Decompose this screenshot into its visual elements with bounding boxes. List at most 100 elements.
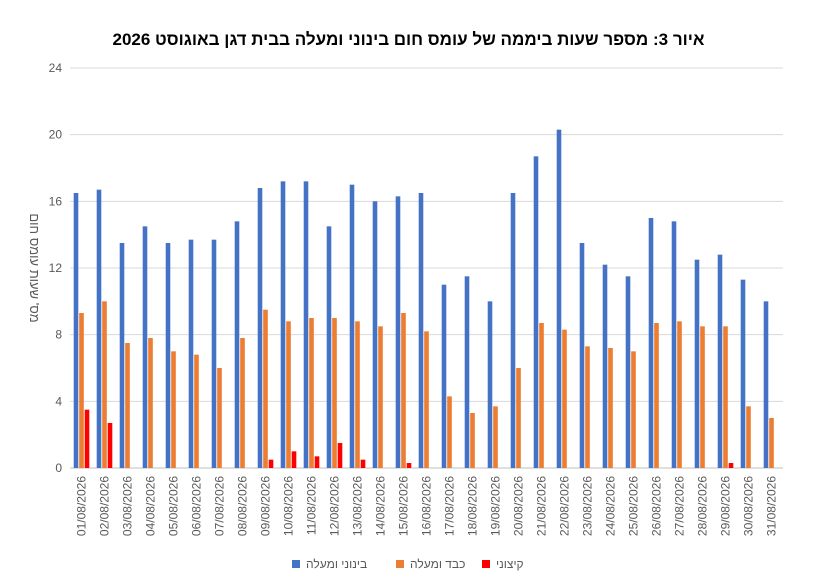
bar bbox=[286, 321, 291, 468]
bar bbox=[406, 463, 412, 468]
x-tick-label: 23/08/2026 bbox=[581, 476, 595, 536]
y-tick-label: 20 bbox=[49, 128, 63, 142]
bar bbox=[268, 459, 274, 468]
bar bbox=[263, 309, 268, 468]
bar bbox=[211, 239, 217, 468]
bar bbox=[694, 259, 700, 468]
x-tick-label: 18/08/2026 bbox=[466, 476, 480, 536]
x-tick-label: 09/08/2026 bbox=[259, 476, 273, 536]
bar bbox=[303, 181, 309, 469]
y-tick-label: 0 bbox=[55, 461, 62, 475]
bar bbox=[493, 406, 498, 468]
bar bbox=[516, 368, 521, 468]
bar bbox=[700, 326, 705, 468]
bar bbox=[360, 459, 366, 468]
x-tick-label: 29/08/2026 bbox=[719, 476, 733, 536]
bar bbox=[602, 264, 608, 468]
x-tick-label: 13/08/2026 bbox=[351, 476, 365, 536]
x-tick-label: 31/08/2026 bbox=[765, 476, 779, 536]
bar bbox=[401, 313, 406, 468]
bar bbox=[171, 351, 176, 468]
bar bbox=[125, 343, 130, 468]
x-tick-label: 07/08/2026 bbox=[213, 476, 227, 536]
x-tick-label: 11/08/2026 bbox=[305, 476, 319, 535]
x-tick-label: 27/08/2026 bbox=[673, 476, 687, 536]
bar bbox=[314, 456, 320, 468]
bar bbox=[309, 318, 314, 468]
x-tick-label: 12/08/2026 bbox=[328, 476, 342, 536]
bar bbox=[355, 321, 360, 468]
x-tick-label: 28/08/2026 bbox=[696, 476, 710, 536]
x-tick-label: 21/08/2026 bbox=[535, 476, 549, 536]
bar bbox=[677, 321, 682, 468]
bar bbox=[119, 243, 125, 468]
bar bbox=[142, 226, 148, 468]
x-tick-label: 01/08/2026 bbox=[75, 476, 89, 536]
bar bbox=[337, 443, 343, 468]
bar bbox=[585, 346, 590, 468]
bar bbox=[625, 276, 631, 468]
y-axis-label: מס' שעות עומס חום bbox=[27, 213, 42, 322]
bar bbox=[746, 406, 751, 468]
bar bbox=[769, 418, 774, 468]
bar bbox=[188, 239, 194, 468]
bar bbox=[84, 409, 90, 468]
x-tick-label: 04/08/2026 bbox=[144, 476, 158, 536]
bar bbox=[107, 423, 113, 468]
chart-title: איור 3: מספר שעות ביממה של עומס חום בינו… bbox=[112, 30, 705, 49]
bar bbox=[217, 368, 222, 468]
bar bbox=[763, 301, 769, 468]
x-tick-label: 15/08/2026 bbox=[397, 476, 411, 536]
bar bbox=[487, 301, 493, 468]
bar bbox=[654, 323, 659, 468]
bar bbox=[717, 254, 723, 468]
bar bbox=[280, 181, 286, 469]
x-tick-label: 10/08/2026 bbox=[282, 476, 296, 536]
legend-label: בינוני ומעלה bbox=[306, 557, 367, 571]
x-tick-label: 16/08/2026 bbox=[420, 476, 434, 536]
x-tick-label: 03/08/2026 bbox=[121, 476, 135, 536]
x-tick-label: 30/08/2026 bbox=[742, 476, 756, 536]
legend-label: כבד ומעלה bbox=[410, 557, 465, 571]
bar bbox=[73, 193, 79, 468]
legend-label: קיצוני bbox=[496, 557, 524, 571]
x-tick-label: 25/08/2026 bbox=[627, 476, 641, 536]
y-tick-label: 8 bbox=[55, 328, 62, 342]
y-tick-label: 16 bbox=[49, 194, 63, 208]
y-tick-label: 12 bbox=[49, 261, 63, 275]
bar bbox=[378, 326, 383, 468]
bar bbox=[165, 243, 171, 468]
bar bbox=[418, 193, 424, 468]
bar bbox=[441, 284, 447, 468]
bar bbox=[464, 276, 470, 468]
x-tick-label: 26/08/2026 bbox=[650, 476, 664, 536]
bar bbox=[257, 188, 263, 468]
x-tick-label: 22/08/2026 bbox=[558, 476, 572, 536]
bar bbox=[631, 351, 636, 468]
bar bbox=[556, 129, 562, 468]
bar bbox=[326, 226, 332, 468]
bar bbox=[349, 184, 355, 468]
bar bbox=[424, 331, 429, 468]
x-tick-label: 14/08/2026 bbox=[374, 476, 388, 536]
bar bbox=[332, 318, 337, 468]
bar bbox=[291, 451, 297, 468]
bar bbox=[372, 201, 378, 469]
bar bbox=[671, 221, 677, 468]
bar bbox=[510, 193, 516, 468]
x-tick-label: 02/08/2026 bbox=[98, 476, 112, 536]
bar bbox=[447, 396, 452, 468]
legend-swatch bbox=[396, 560, 404, 568]
bar bbox=[240, 338, 245, 468]
bar bbox=[539, 323, 544, 468]
bar bbox=[562, 329, 567, 468]
x-tick-label: 06/08/2026 bbox=[190, 476, 204, 536]
bar bbox=[234, 221, 240, 468]
x-tick-label: 20/08/2026 bbox=[512, 476, 526, 536]
bar bbox=[102, 301, 107, 468]
bar bbox=[533, 156, 539, 469]
bar bbox=[148, 338, 153, 468]
legend-swatch bbox=[482, 560, 490, 568]
